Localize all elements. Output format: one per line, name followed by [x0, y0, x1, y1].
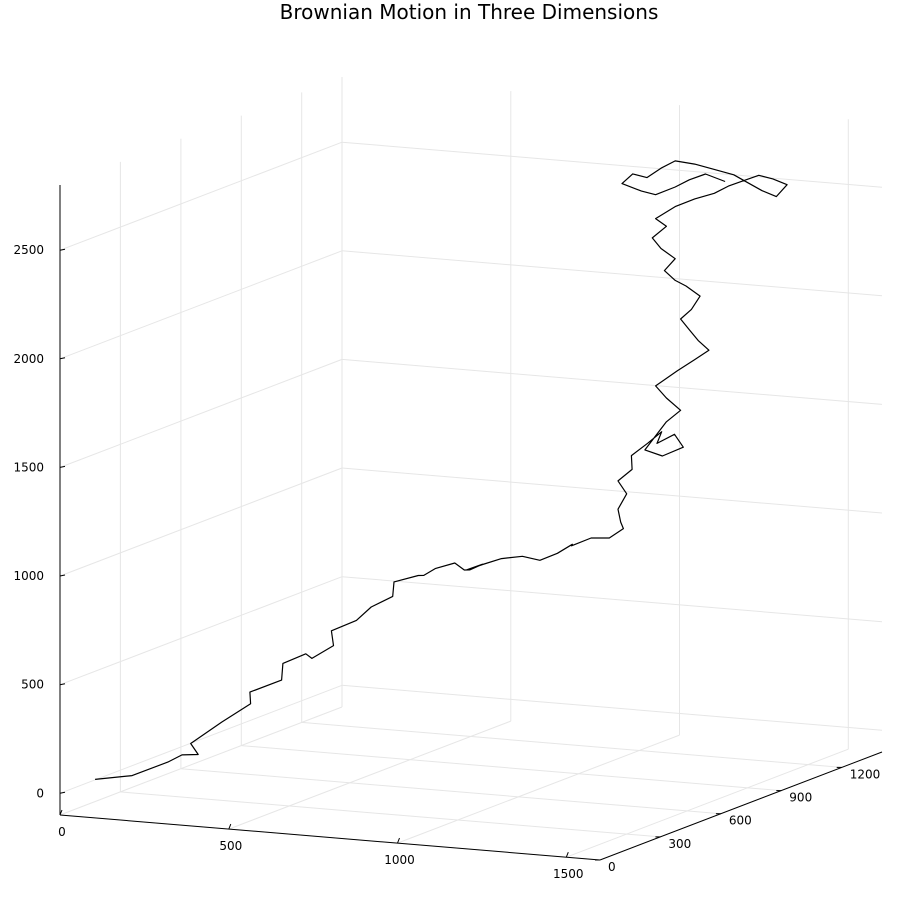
trajectory — [95, 160, 788, 780]
z-tick-mark — [59, 683, 66, 686]
z-tick-mark — [59, 465, 66, 468]
z-grid-line-back — [341, 358, 883, 405]
z-grid-line-back — [341, 576, 883, 623]
y-axis-ticks: 0 300 600 900 1200 — [595, 766, 881, 874]
y-grid-line-floor — [180, 768, 721, 815]
y-grid-line-floor — [241, 745, 782, 792]
z-grid-line-left — [59, 358, 343, 468]
y-tick-label: 300 — [668, 837, 691, 851]
y-grid-line-floor — [301, 721, 842, 768]
grid-lines — [59, 77, 883, 861]
z-tick-label: 1500 — [13, 460, 44, 474]
z-grid-line-left — [59, 250, 343, 360]
x-tick-label: 500 — [219, 839, 242, 853]
chart-title: Brownian Motion in Three Dimensions — [280, 0, 659, 24]
brownian-path — [95, 160, 788, 780]
z-tick-label: 0 — [36, 786, 44, 800]
x-tick-label: 0 — [58, 825, 66, 839]
y-tick-label: 1200 — [850, 767, 881, 781]
z-tick-label: 500 — [21, 678, 44, 692]
z-grid-line-back — [341, 467, 883, 514]
z-grid-line-left — [59, 141, 343, 251]
x-axis-line — [59, 814, 601, 861]
x-grid-line-floor — [397, 734, 680, 844]
z-tick-label: 1000 — [13, 569, 44, 583]
z-tick-label: 2500 — [13, 243, 44, 257]
z-tick-mark — [59, 791, 66, 794]
y-grid-line-floor — [120, 791, 661, 838]
z-grid-line-back — [341, 684, 883, 731]
x-axis-ticks: 0 500 1000 1500 — [58, 809, 584, 881]
x-tick-mark — [565, 852, 569, 858]
x-grid-line-floor — [59, 706, 343, 816]
axes — [59, 185, 883, 861]
y-tick-label: 0 — [608, 860, 616, 874]
x-tick-mark — [228, 823, 232, 830]
z-axis-ticks: 0 500 1000 1500 2000 2500 — [13, 243, 66, 800]
z-tick-mark — [59, 248, 66, 251]
z-grid-line-back — [341, 141, 883, 188]
z-grid-line-back — [341, 250, 883, 297]
z-tick-mark — [59, 357, 66, 360]
z-grid-line-left — [59, 576, 343, 686]
y-axis-line — [599, 751, 883, 861]
z-grid-line-left — [59, 684, 343, 794]
x-grid-line-floor — [228, 720, 511, 830]
z-tick-label: 2000 — [13, 352, 44, 366]
x-tick-label: 1000 — [384, 853, 415, 867]
z-tick-mark — [59, 574, 66, 577]
x-tick-label: 1500 — [553, 867, 584, 881]
x-tick-mark — [397, 837, 400, 844]
z-grid-line-left — [59, 467, 343, 577]
y-tick-label: 900 — [789, 791, 812, 805]
x-grid-line-floor — [566, 748, 849, 858]
x-tick-mark — [59, 809, 63, 816]
y-tick-label: 600 — [729, 814, 752, 828]
